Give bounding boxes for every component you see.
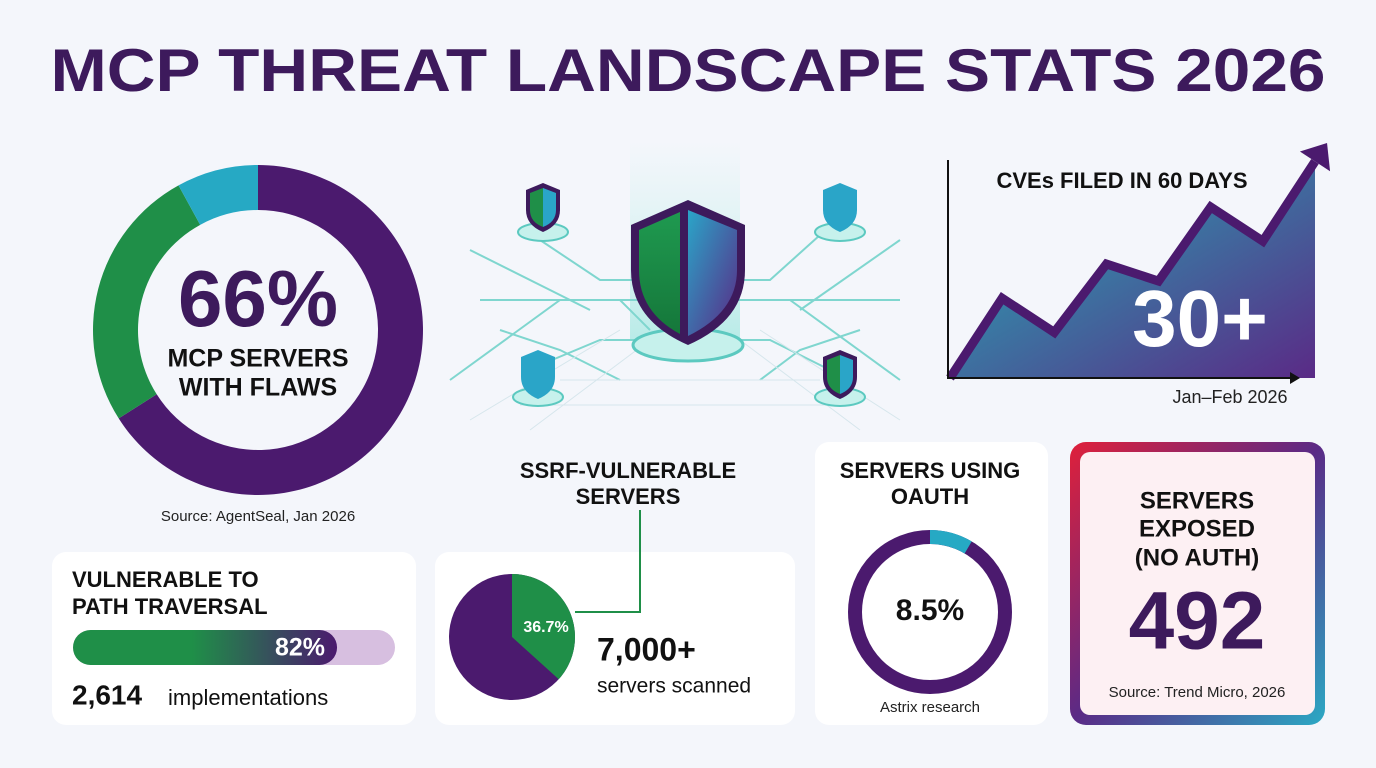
pie-slice (512, 574, 576, 680)
card (1080, 452, 1315, 715)
connector (575, 510, 641, 613)
cve-arrowhead (1299, 142, 1331, 172)
scanned-label: servers scanned (597, 675, 751, 698)
cve-line (946, 158, 1319, 381)
exposed-source: Source: Trend Micro, 2026 (1109, 684, 1286, 701)
scanned: 7,000+ (597, 631, 696, 667)
card-title: SERVERS USING (840, 458, 1021, 483)
donut-segment (118, 165, 423, 496)
bar-label: 82% (275, 634, 325, 662)
oauth-value: 8.5% (896, 594, 964, 627)
pie-label: 36.7% (523, 619, 568, 636)
progress-bar (73, 630, 338, 665)
flaws-value: 66% (178, 254, 338, 343)
count-label: implementations (168, 685, 328, 710)
card-title: VULNERABLE TO (72, 567, 259, 592)
flaws-label: WITH FLAWS (179, 374, 337, 402)
axis-arrow (1290, 372, 1300, 384)
oauth-source: Astrix research (880, 699, 980, 716)
card-title: OAUTH (891, 484, 969, 509)
card-title: (NO AUTH) (1135, 544, 1259, 571)
cves-title: CVEs FILED IN 60 DAYS (996, 168, 1247, 193)
cves-period: Jan–Feb 2026 (1172, 387, 1287, 407)
cves-value: 30+ (1132, 274, 1268, 363)
network-illustration (449, 140, 901, 431)
donut-segment (93, 185, 201, 419)
ssrf-title: SSRF-VULNERABLE (520, 458, 736, 483)
card-title: SERVERS (1140, 487, 1254, 514)
donut-segment (178, 165, 258, 225)
page-title: MCP THREAT LANDSCAPE STATS 2026 (51, 37, 1326, 104)
flaws-label: MCP SERVERS (167, 345, 348, 373)
axis (947, 160, 1295, 379)
flaws-source: Source: AgentSeal, Jan 2026 (161, 508, 355, 525)
count: 2,614 (72, 679, 142, 710)
card-title: EXPOSED (1139, 515, 1255, 542)
card-title: PATH TRAVERSAL (72, 594, 268, 619)
exposed-value: 492 (1129, 576, 1266, 667)
donut-segment (930, 530, 972, 554)
ssrf-title: SERVERS (576, 484, 681, 509)
